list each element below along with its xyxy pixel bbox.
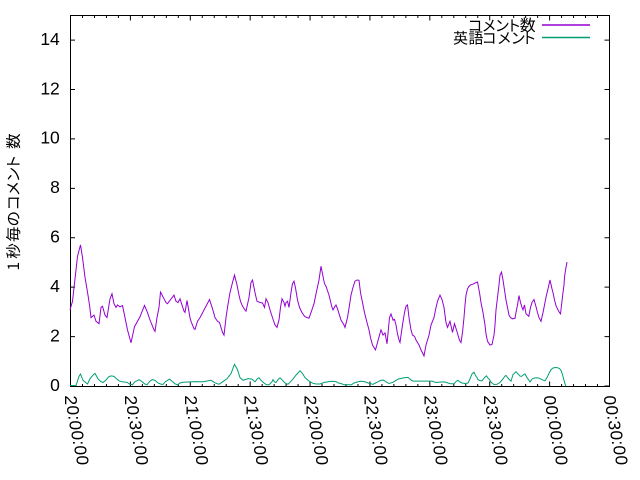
svg-text:0: 0 — [63, 405, 83, 415]
svg-text::: : — [543, 415, 563, 420]
svg-text:14: 14 — [40, 29, 60, 49]
svg-text:3: 3 — [245, 420, 265, 430]
svg-text:0: 0 — [367, 430, 387, 440]
svg-text:0: 0 — [547, 430, 567, 440]
svg-text:10: 10 — [40, 128, 60, 148]
svg-text:8: 8 — [50, 177, 60, 197]
svg-text:0: 0 — [123, 405, 143, 415]
svg-text::: : — [69, 440, 89, 445]
svg-text:0: 0 — [70, 445, 90, 455]
svg-text::: : — [304, 415, 324, 420]
svg-text::: : — [608, 440, 628, 445]
svg-text:0: 0 — [305, 420, 325, 430]
svg-text::: : — [428, 440, 448, 445]
svg-text:0: 0 — [187, 430, 207, 440]
svg-text::: : — [249, 440, 269, 445]
svg-text:0: 0 — [185, 420, 205, 430]
svg-text:2: 2 — [301, 395, 321, 405]
svg-text::: : — [484, 415, 504, 420]
svg-text:0: 0 — [130, 445, 150, 455]
svg-text:4: 4 — [50, 276, 60, 296]
svg-text:0: 0 — [310, 445, 330, 455]
svg-text:0: 0 — [430, 445, 450, 455]
svg-text:0: 0 — [192, 455, 212, 465]
svg-text:0: 0 — [432, 455, 452, 465]
svg-text:0: 0 — [540, 395, 560, 405]
svg-text:3: 3 — [422, 405, 442, 415]
svg-text:12: 12 — [40, 78, 59, 98]
svg-text:0: 0 — [68, 430, 88, 440]
svg-text::: : — [244, 415, 264, 420]
svg-text:0: 0 — [370, 445, 390, 455]
svg-text:0: 0 — [551, 455, 571, 465]
svg-text:3: 3 — [605, 420, 625, 430]
svg-text:0: 0 — [247, 430, 267, 440]
svg-text:2: 2 — [181, 395, 201, 405]
svg-text:3: 3 — [126, 420, 146, 430]
svg-text:2: 2 — [50, 325, 60, 345]
svg-text:0: 0 — [372, 455, 392, 465]
svg-text:0: 0 — [72, 455, 92, 465]
svg-text:0: 0 — [550, 445, 570, 455]
svg-text:0: 0 — [312, 455, 332, 465]
svg-text::: : — [364, 415, 384, 420]
svg-text::: : — [189, 440, 209, 445]
svg-text:2: 2 — [360, 395, 380, 405]
svg-text:0: 0 — [490, 445, 510, 455]
svg-text:0: 0 — [487, 430, 507, 440]
svg-text:2: 2 — [302, 405, 322, 415]
svg-text:2: 2 — [241, 395, 261, 405]
svg-text:2: 2 — [480, 395, 500, 405]
svg-text:0: 0 — [190, 445, 210, 455]
svg-text:3: 3 — [365, 420, 385, 430]
svg-text:0: 0 — [127, 430, 147, 440]
svg-text::: : — [424, 415, 444, 420]
svg-text::: : — [603, 415, 623, 420]
svg-text::: : — [184, 415, 204, 420]
svg-text:0: 0 — [132, 455, 152, 465]
svg-text::: : — [488, 440, 508, 445]
svg-text:3: 3 — [485, 420, 505, 430]
svg-text:0: 0 — [427, 430, 447, 440]
svg-text:0: 0 — [602, 405, 622, 415]
svg-text:0: 0 — [542, 405, 562, 415]
svg-text::: : — [548, 440, 568, 445]
svg-text:3: 3 — [482, 405, 502, 415]
svg-text:0: 0 — [50, 375, 60, 395]
svg-text:0: 0 — [250, 445, 270, 455]
svg-text:0: 0 — [66, 420, 86, 430]
svg-text:0: 0 — [545, 420, 565, 430]
svg-text:0: 0 — [425, 420, 445, 430]
svg-text:6: 6 — [50, 227, 60, 247]
svg-text:2: 2 — [420, 395, 440, 405]
svg-text:1: 1 — [243, 405, 263, 415]
svg-text::: : — [368, 440, 388, 445]
svg-text::: : — [309, 440, 329, 445]
svg-text:0: 0 — [609, 445, 629, 455]
svg-text:2: 2 — [121, 395, 141, 405]
svg-text:2: 2 — [362, 405, 382, 415]
svg-text:0: 0 — [600, 395, 620, 405]
svg-text:0: 0 — [611, 455, 631, 465]
svg-text::: : — [129, 440, 149, 445]
svg-text:0: 0 — [607, 430, 627, 440]
svg-text:0: 0 — [252, 455, 272, 465]
svg-text:0: 0 — [492, 455, 512, 465]
svg-text:1: 1 — [183, 405, 203, 415]
svg-text::: : — [124, 415, 144, 420]
svg-text:2: 2 — [61, 395, 81, 405]
svg-text::: : — [64, 415, 84, 420]
svg-text:0: 0 — [307, 430, 327, 440]
